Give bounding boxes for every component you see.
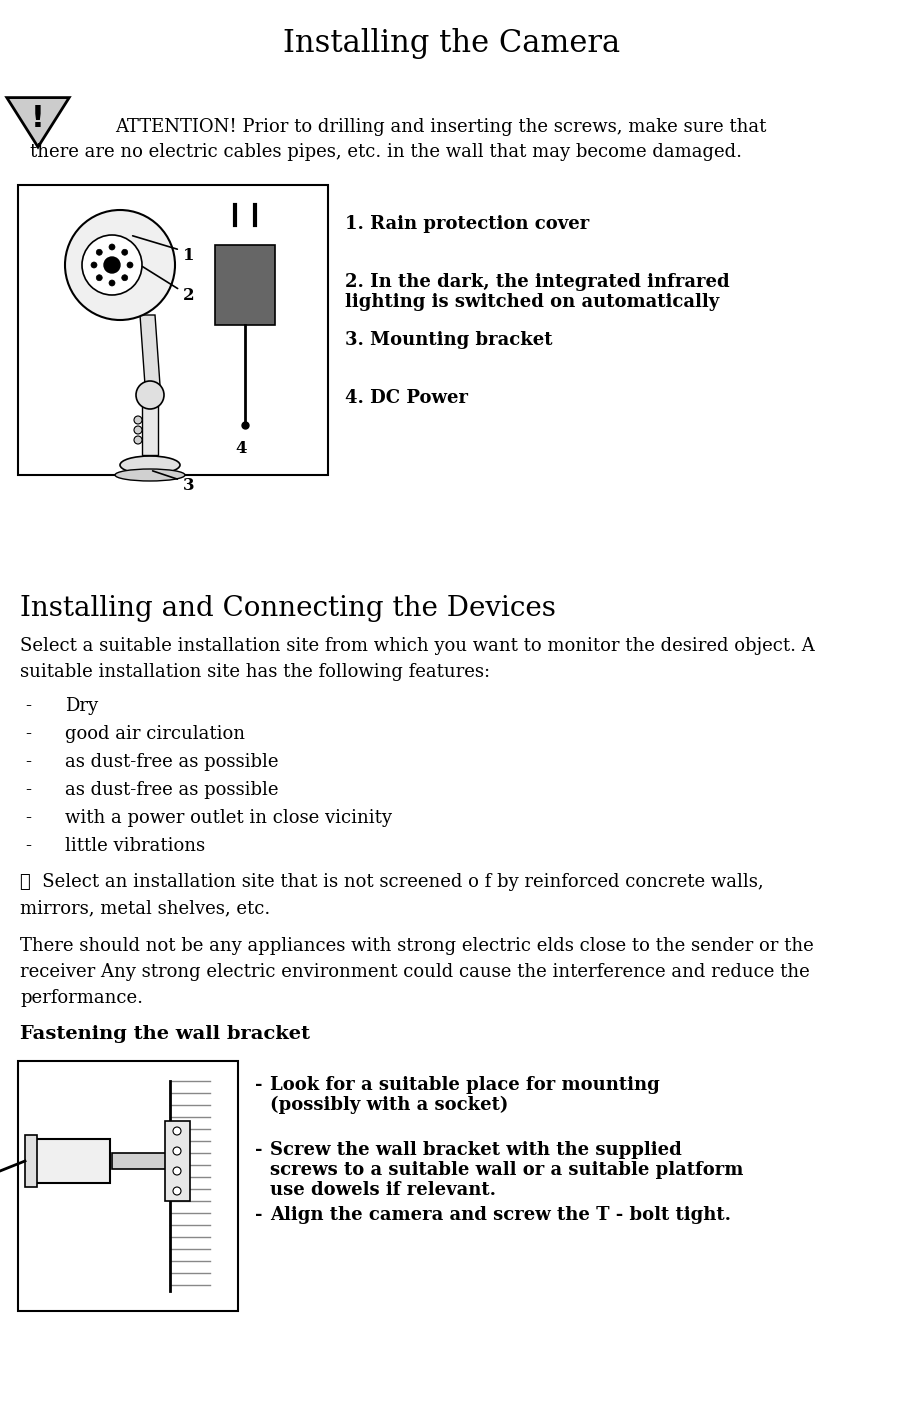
Text: screws to a suitable wall or a suitable platform: screws to a suitable wall or a suitable … — [270, 1161, 742, 1180]
Text: -: - — [25, 753, 31, 771]
Bar — [215, 245, 275, 324]
Text: -: - — [25, 837, 31, 855]
Text: 1. Rain protection cover: 1. Rain protection cover — [345, 215, 589, 233]
Circle shape — [109, 280, 115, 286]
Circle shape — [173, 1167, 180, 1175]
Text: use dowels if relevant.: use dowels if relevant. — [270, 1181, 495, 1200]
Polygon shape — [140, 314, 160, 386]
Circle shape — [97, 249, 102, 255]
Text: -: - — [254, 1141, 262, 1158]
Text: there are no electric cables pipes, etc. in the wall that may become damaged.: there are no electric cables pipes, etc.… — [30, 142, 741, 161]
Text: Fastening the wall bracket: Fastening the wall bracket — [20, 1025, 309, 1043]
Text: little vibrations: little vibrations — [65, 837, 205, 855]
Bar — [165, 1121, 189, 1201]
Text: receiver Any strong electric environment could cause the interference and reduce: receiver Any strong electric environment… — [20, 963, 809, 980]
Text: as dust-free as possible: as dust-free as possible — [65, 781, 278, 798]
Text: 4: 4 — [235, 440, 246, 457]
Circle shape — [173, 1127, 180, 1136]
Bar — [30, 1138, 110, 1183]
Text: ATTENTION! Prior to drilling and inserting the screws, make sure that: ATTENTION! Prior to drilling and inserti… — [115, 118, 766, 137]
Circle shape — [91, 262, 97, 268]
Circle shape — [109, 243, 115, 250]
Circle shape — [104, 258, 120, 273]
Circle shape — [133, 435, 142, 444]
Circle shape — [173, 1187, 180, 1195]
Text: performance.: performance. — [20, 989, 143, 1007]
Circle shape — [97, 275, 102, 280]
Bar — [18, 1062, 238, 1311]
Circle shape — [133, 425, 142, 434]
Text: Installing and Connecting the Devices: Installing and Connecting the Devices — [20, 595, 556, 622]
Polygon shape — [142, 406, 158, 455]
Text: -: - — [25, 810, 31, 827]
Bar — [112, 1153, 171, 1170]
Text: (possibly with a socket): (possibly with a socket) — [270, 1096, 508, 1114]
Circle shape — [65, 211, 175, 320]
Text: suitable installation site has the following features:: suitable installation site has the follo… — [20, 663, 490, 682]
Ellipse shape — [115, 470, 185, 481]
Text: Look for a suitable place for mounting: Look for a suitable place for mounting — [270, 1076, 659, 1094]
Text: 3: 3 — [183, 477, 195, 494]
Polygon shape — [7, 98, 69, 147]
Text: lighting is switched on automatically: lighting is switched on automatically — [345, 293, 719, 312]
Text: Installing the Camera: Installing the Camera — [282, 28, 620, 58]
Ellipse shape — [120, 455, 179, 474]
Text: Screw the wall bracket with the supplied: Screw the wall bracket with the supplied — [270, 1141, 681, 1158]
Text: 1: 1 — [183, 248, 194, 265]
Circle shape — [136, 381, 164, 408]
Text: Dry: Dry — [65, 697, 98, 714]
Text: good air circulation: good air circulation — [65, 724, 244, 743]
Text: -: - — [25, 781, 31, 798]
Text: !: ! — [31, 104, 45, 132]
Circle shape — [82, 235, 142, 295]
Circle shape — [133, 416, 142, 424]
Text: Select a suitable installation site from which you want to monitor the desired o: Select a suitable installation site from… — [20, 638, 814, 655]
Text: 4. DC Power: 4. DC Power — [345, 388, 467, 407]
Text: -: - — [25, 697, 31, 714]
Text: -: - — [25, 724, 31, 743]
Circle shape — [173, 1147, 180, 1155]
Text: 3. Mounting bracket: 3. Mounting bracket — [345, 332, 552, 349]
Circle shape — [122, 275, 127, 280]
Bar — [18, 185, 327, 475]
Text: -: - — [254, 1076, 262, 1094]
Circle shape — [122, 249, 127, 255]
Circle shape — [127, 262, 133, 268]
Text: 2: 2 — [183, 287, 195, 305]
Text: with a power outlet in close vicinity: with a power outlet in close vicinity — [65, 810, 391, 827]
Text: ☞  Select an installation site that is not screened o f by reinforced concrete w: ☞ Select an installation site that is no… — [20, 872, 763, 891]
Text: There should not be any appliances with strong electric elds close to the sender: There should not be any appliances with … — [20, 936, 813, 955]
Text: -: - — [254, 1207, 262, 1224]
Text: Align the camera and screw the T - bolt tight.: Align the camera and screw the T - bolt … — [270, 1207, 731, 1224]
Text: mirrors, metal shelves, etc.: mirrors, metal shelves, etc. — [20, 899, 270, 916]
Text: as dust-free as possible: as dust-free as possible — [65, 753, 278, 771]
Text: 2. In the dark, the integrated infrared: 2. In the dark, the integrated infrared — [345, 273, 729, 290]
Bar — [25, 1136, 37, 1187]
